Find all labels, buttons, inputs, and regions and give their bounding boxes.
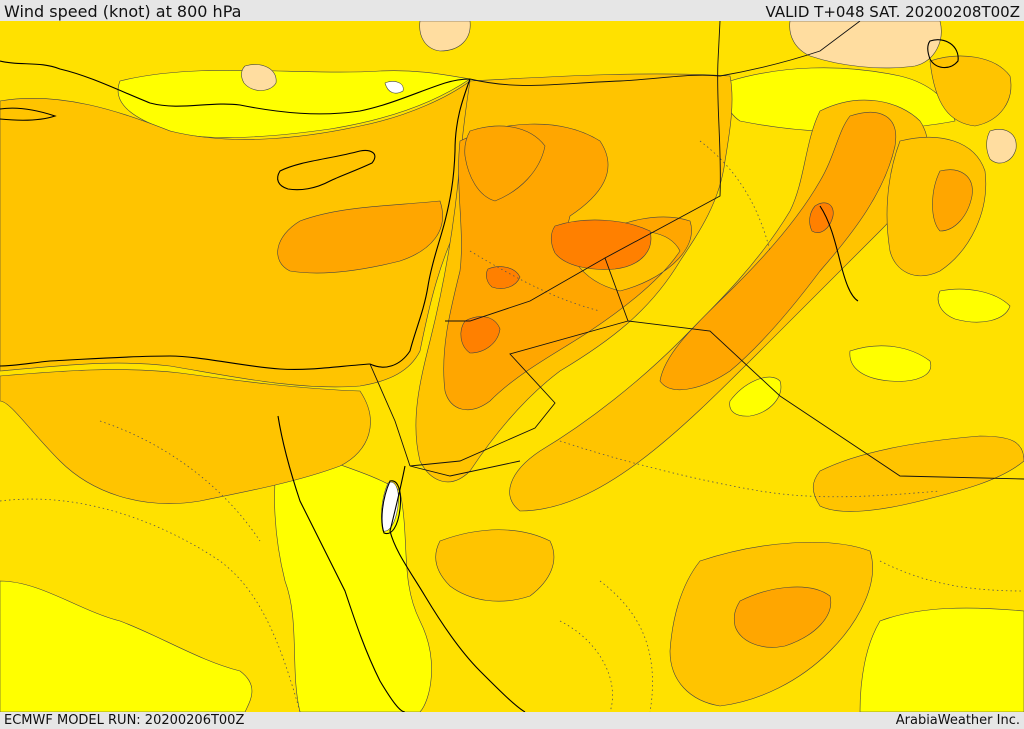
field-strong-lebanon xyxy=(464,125,546,202)
field-mod-egypt xyxy=(0,369,371,504)
coast-turkey-south xyxy=(0,60,471,115)
coast-gulf-suez xyxy=(277,415,406,712)
border-iraq-syria xyxy=(604,21,721,322)
field-max-syria xyxy=(550,219,652,270)
border-jordan-iraq xyxy=(627,320,1024,480)
field-low-patch-2 xyxy=(937,288,1011,323)
map-canvas xyxy=(0,21,1024,712)
field-max-iraq xyxy=(809,202,834,233)
field-strong-east xyxy=(932,169,973,232)
border-syria-jordan xyxy=(445,257,606,322)
wind-speed-map[interactable] xyxy=(0,21,1024,712)
field-peak-patch-3 xyxy=(986,129,1017,164)
border-turkey-syria xyxy=(469,74,721,86)
field-strong-iraq xyxy=(659,112,897,391)
field-mod-hejaz xyxy=(435,529,555,602)
field-low-southeast xyxy=(859,607,1024,712)
coast-egypt-north xyxy=(0,355,371,370)
field-low-east xyxy=(849,345,932,382)
field-calm-north xyxy=(384,81,404,94)
footer-bar: ECMWF MODEL RUN: 20200206T00Z ArabiaWeat… xyxy=(0,712,1024,729)
field-peak-patch-1 xyxy=(419,21,471,52)
coast-dead-sea xyxy=(381,480,402,535)
model-run-label: ECMWF MODEL RUN: 20200206T00Z xyxy=(4,713,245,728)
coast-levant xyxy=(369,78,471,368)
field-peak-northeast xyxy=(789,21,942,69)
map-title: Wind speed (knot) at 800 hPa xyxy=(4,2,242,21)
coast-cyprus xyxy=(277,149,376,191)
field-max-jordan xyxy=(460,316,501,354)
field-max-patch xyxy=(486,266,521,289)
border-turkey-east xyxy=(719,21,861,77)
coastlines xyxy=(0,39,959,712)
coast-persian-gulf xyxy=(819,205,859,302)
header-bar: Wind speed (knot) at 800 hPa VALID T+048… xyxy=(0,0,1024,21)
border-saudi-interior xyxy=(409,460,521,477)
field-low-west xyxy=(0,580,253,712)
credit-label: ArabiaWeather Inc. xyxy=(895,713,1020,728)
country-borders xyxy=(369,21,1024,480)
valid-time: VALID T+048 SAT. 20200208T00Z xyxy=(765,3,1020,21)
field-mod-northeast xyxy=(929,55,1012,127)
coast-crete xyxy=(0,107,57,121)
coast-northeast-lake xyxy=(927,39,959,69)
field-low-patch-1 xyxy=(729,376,782,417)
coast-gulf-aqaba xyxy=(389,465,526,712)
field-strong-cyprus-band xyxy=(277,200,443,274)
dotted-isolines xyxy=(0,140,1024,712)
field-strong-saudi xyxy=(733,586,832,648)
border-jordan-saudi xyxy=(409,320,629,467)
field-mod-gulf xyxy=(812,435,1024,512)
border-egypt-israel xyxy=(369,363,411,467)
field-peak-patch-2 xyxy=(241,64,277,91)
